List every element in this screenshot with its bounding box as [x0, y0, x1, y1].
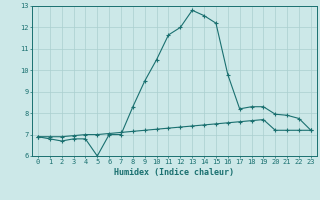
X-axis label: Humidex (Indice chaleur): Humidex (Indice chaleur)	[115, 168, 234, 177]
